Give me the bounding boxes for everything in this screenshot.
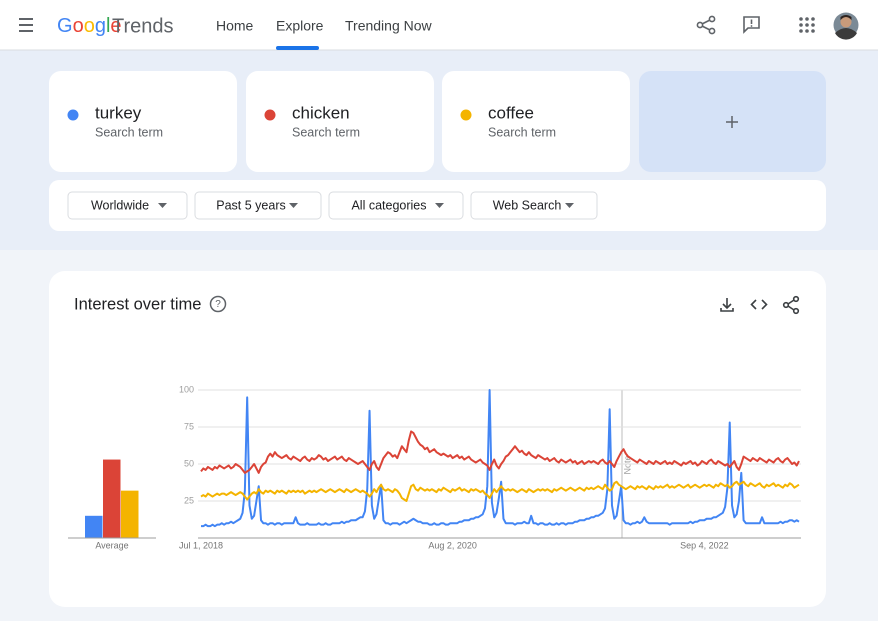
account-avatar[interactable] (833, 12, 859, 40)
filter-label: All categories (351, 198, 426, 212)
term-subtitle: Search term (95, 125, 163, 139)
embed-button[interactable] (750, 299, 768, 310)
card-share-button[interactable] (782, 295, 800, 315)
card-title: Interest over time (74, 295, 201, 313)
filter-dropdown[interactable] (328, 191, 464, 220)
filter-bar: Worldwide Past 5 years All categories We… (49, 180, 826, 231)
top-bar: Google Trends Home Explore Trending Now (0, 0, 878, 51)
term-name: coffee (488, 103, 534, 122)
filter-dropdown[interactable] (67, 191, 188, 220)
series-line (201, 389, 800, 528)
interest-card-bg (49, 271, 826, 607)
nav-home[interactable]: Home (216, 18, 254, 34)
y-tick-label: 100 (179, 384, 194, 394)
apps-button[interactable] (799, 17, 815, 33)
filter-dropdown[interactable] (470, 191, 598, 220)
nav-active-indicator (276, 46, 319, 50)
download-button[interactable] (720, 298, 734, 312)
note-label[interactable]: Note (622, 455, 632, 474)
y-tick-label: 25 (184, 495, 194, 505)
charts: Average 25 50 75 100 Jul 1, 2018 Aug 2, 2020 Se… (67, 109, 801, 550)
logo-google[interactable]: Google (57, 15, 122, 37)
menu-button[interactable] (19, 18, 33, 32)
dropdown-carets (158, 203, 574, 208)
top-bar-bg (0, 0, 878, 50)
legend-dot (67, 109, 79, 121)
x-tick-label: Sep 4, 2022 (680, 540, 729, 550)
add-icon (726, 116, 738, 128)
svg-text:?: ? (215, 299, 221, 310)
interest-card: Interest over time ? Note (49, 271, 826, 607)
x-tick-label: Aug 2, 2020 (428, 540, 477, 550)
bar (103, 459, 121, 538)
filter-label: Worldwide (91, 198, 149, 212)
term-name: chicken (292, 103, 350, 122)
nav-explore[interactable]: Explore (276, 18, 324, 34)
term-name: turkey (95, 103, 142, 122)
series-line (200, 480, 800, 502)
y-tick-label: 75 (184, 421, 194, 431)
x-tick-label: Average (95, 540, 128, 550)
term-subtitle: Search term (292, 125, 360, 139)
feedback-button[interactable] (743, 16, 760, 34)
y-tick-label: 50 (184, 458, 194, 468)
bar (121, 490, 139, 538)
term-subtitle: Search term (488, 125, 556, 139)
legend-dot (460, 109, 472, 121)
filter-label: Past 5 years (216, 198, 285, 212)
nav-trending-now[interactable]: Trending Now (345, 18, 433, 34)
filter-dropdown[interactable] (194, 191, 322, 220)
term-card[interactable] (246, 71, 434, 172)
term-card[interactable] (49, 71, 237, 172)
filter-label: Web Search (493, 198, 562, 212)
bar (85, 515, 103, 538)
series-line (200, 430, 800, 474)
x-tick-label: Jul 1, 2018 (179, 540, 223, 550)
share-button[interactable] (696, 15, 716, 35)
search-term-cards: turkey chicken coffee Search term Search… (49, 71, 826, 172)
term-card[interactable] (442, 71, 630, 172)
logo-trends[interactable]: Trends (112, 15, 174, 37)
legend-dot (264, 109, 276, 121)
help-button[interactable]: ? (209, 295, 227, 313)
